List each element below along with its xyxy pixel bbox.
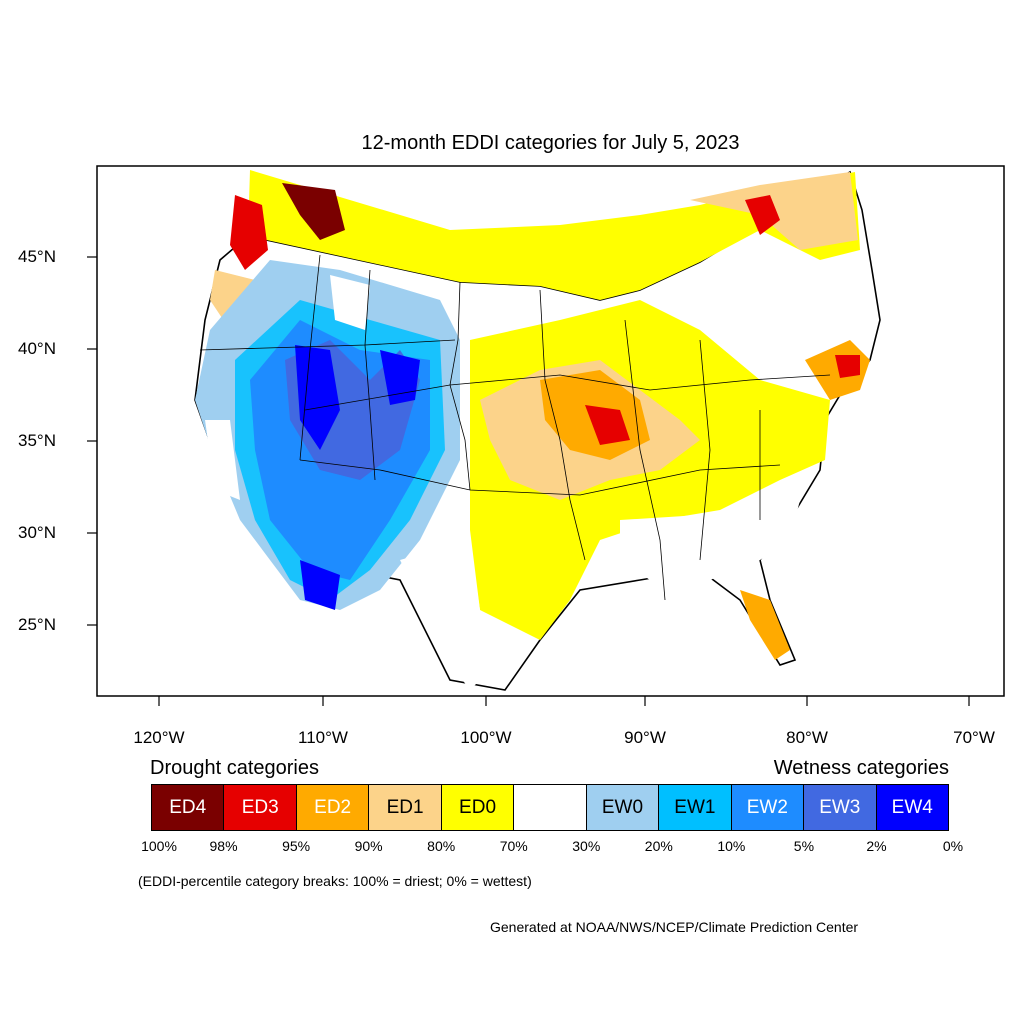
canada-yellow	[248, 170, 860, 300]
legend-break-label: 80%	[427, 838, 456, 854]
legend-break-label: 0%	[942, 838, 964, 854]
y-tick-label: 35°N	[18, 431, 56, 450]
legend-break-label: 5%	[793, 838, 815, 854]
credit-line: Generated at NOAA/NWS/NCEP/Climate Predi…	[490, 919, 859, 935]
y-tick-label: 40°N	[18, 339, 56, 358]
legend-category-ew2: EW2	[731, 785, 805, 830]
x-tick-label: 100°W	[460, 728, 512, 747]
northeast-ed3	[835, 355, 860, 378]
category-note: (EDDI-percentile category breaks: 100% =…	[138, 873, 532, 889]
axis-ticks	[87, 256, 970, 706]
x-tick-label: 70°W	[953, 728, 995, 747]
florida-ed2	[740, 590, 790, 660]
y-tick-label: 25°N	[18, 615, 56, 634]
legend-category-ed4: ED4	[152, 785, 225, 830]
legend-break-label: 90%	[354, 838, 383, 854]
canada-red	[745, 195, 780, 235]
legend-category-ed3: ED3	[224, 785, 297, 830]
x-tick-label: 90°W	[624, 728, 666, 747]
west-white-a	[330, 275, 370, 330]
drought-categories-label: Drought categories	[150, 757, 319, 779]
texas-white	[400, 540, 500, 690]
map-field	[194, 170, 881, 691]
legend-break-label: 70%	[499, 838, 528, 854]
map-frame	[96, 165, 1005, 697]
legend-category-ew0: EW0	[586, 785, 660, 830]
legend-category-ew1: EW1	[659, 785, 732, 830]
legend-category-ed2: ED2	[296, 785, 370, 830]
map-title: 12-month EDDI categories for July 5, 202…	[361, 132, 740, 154]
legend-category-ed1: ED1	[369, 785, 442, 830]
legend-break-label: 20%	[644, 838, 673, 854]
legend-category-neutral	[514, 785, 587, 830]
pnw-red	[230, 195, 268, 270]
west-white-b	[205, 420, 240, 500]
legend-category-ed0: ED0	[441, 785, 515, 830]
legend-break-label: 98%	[209, 838, 238, 854]
y-tick-label: 30°N	[18, 523, 56, 542]
wetness-categories-label: Wetness categories	[773, 757, 949, 779]
pnw-darkred	[282, 183, 345, 240]
legend-break-label: 95%	[282, 838, 311, 854]
state-lines	[199, 254, 831, 601]
legend-break-label: 10%	[717, 838, 746, 854]
x-tick-label: 80°W	[786, 728, 828, 747]
legend-category-ew3: EW3	[804, 785, 877, 830]
x-tick-label: 110°W	[298, 728, 348, 747]
legend-break-label: 2%	[866, 838, 887, 854]
legend-bar: ED4 ED3 ED2 ED1 ED0 EW0 EW1 EW2 EW3 EW4	[151, 784, 949, 831]
west-ew4	[295, 345, 420, 610]
southeast-white	[620, 500, 800, 580]
legend-category-ew4: EW4	[876, 785, 948, 830]
x-tick-label: 120°W	[133, 728, 185, 747]
legend-break-label: 30%	[572, 838, 601, 854]
central-ed3	[585, 405, 630, 445]
legend-break-label: 100%	[141, 838, 177, 854]
y-tick-label: 45°N	[18, 247, 56, 266]
